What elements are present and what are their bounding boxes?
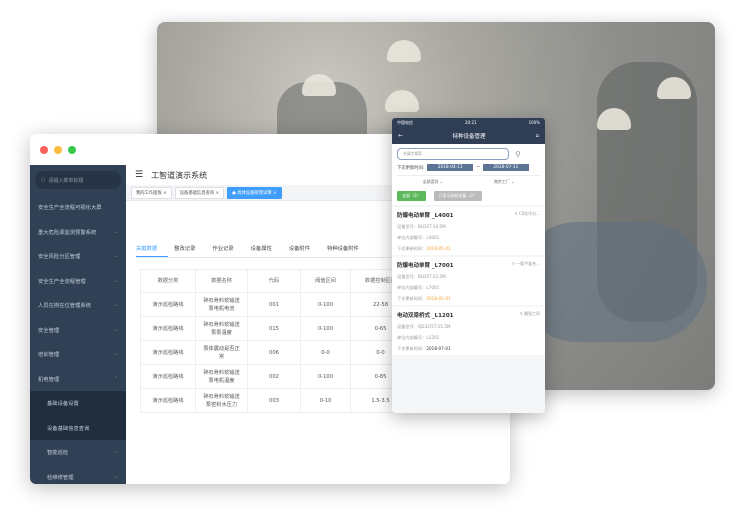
device-name: 防爆电动单臂 _L4001 xyxy=(397,213,454,219)
content-tab[interactable]: 关键数据 xyxy=(136,241,169,257)
table-cell: 002 xyxy=(247,364,301,389)
table-cell: 0-100 xyxy=(300,292,351,317)
tab-workspace[interactable]: 我的工作面板 × xyxy=(131,186,172,199)
back-icon[interactable]: ← xyxy=(398,132,403,139)
table-cell: 碎石骨料浆输送泵密封水压力 xyxy=(195,388,248,413)
date-from-input[interactable]: 2018-04-11 xyxy=(427,164,474,171)
table-row: 演示巡检路线 碎石骨料浆输送泵电机电流 001 0-100 22-58 xyxy=(140,292,411,317)
table-cell: 演示巡检路线 xyxy=(140,388,196,413)
factory-select[interactable]: 南京工厂 ⌄ xyxy=(493,179,515,184)
chevron-icon: ⌄ xyxy=(113,473,118,480)
minimize-button[interactable] xyxy=(54,145,62,154)
mobile-screen: 中国电信 20:21 100% ← 特种设备管理 ⌂ 关键字搜索 ⚲ 下次更新时间: 201… xyxy=(392,118,545,413)
table-cell: 0-10 xyxy=(300,388,351,413)
filter-all-button[interactable]: 全部（3） xyxy=(397,191,426,201)
table-row: 演示巡检路线 碎石骨料浆输送泵电机温度 002 0-100 0-85 xyxy=(140,364,411,389)
device-card[interactable]: 防爆电动单臂 _L7001 ⚲ 一楼平复合... 设备型号：BLDST-22.5M… xyxy=(392,257,545,305)
column-header: 数据名称 xyxy=(195,269,248,293)
tab-device-query[interactable]: 设备基础信息查询 × xyxy=(174,186,225,199)
table-cell: 泵体震动是否正常 xyxy=(195,340,248,365)
content-tab[interactable]: 设备附件 xyxy=(288,246,311,252)
column-header: 代码 xyxy=(247,269,301,293)
table-cell: 0-100 xyxy=(300,364,351,389)
sidebar-item[interactable]: 机电管理 ⌃ xyxy=(38,375,118,383)
title-bar xyxy=(30,134,510,165)
table-cell: 演示巡检路线 xyxy=(140,316,196,341)
search-icon: ○ xyxy=(41,177,46,183)
table-row: 演示巡检路线 碎石骨料浆输送泵泵温度 015 0-100 0-65 xyxy=(140,316,411,341)
sidebar-item[interactable]: 安全风险分区管理 ⌄ xyxy=(38,253,118,261)
location-pin-icon: ⚲ xyxy=(514,211,518,216)
sidebar-item[interactable]: 设备基础信息查询 xyxy=(30,415,126,440)
table-row: 演示巡检路线 泵体震动是否正常 006 0-0 0-0 xyxy=(140,340,411,365)
table-cell: 演示巡检路线 xyxy=(140,340,196,365)
chevron-icon: ⌄ xyxy=(113,351,118,358)
table-row: 演示巡检路线 碎石骨料浆输送泵密封水压力 003 0-10 1.5-3.5 xyxy=(140,388,411,413)
sidebar-item[interactable]: 安全生产全流程可视化大屏 xyxy=(38,205,102,212)
chevron-icon: ⌄ xyxy=(113,302,118,309)
sidebar-item[interactable]: 基础设备设置 xyxy=(30,391,126,416)
content-tab[interactable]: 整改记录 xyxy=(174,246,196,252)
table-cell: 0-0 xyxy=(300,340,351,365)
keyword-search-input[interactable]: 关键字搜索 xyxy=(397,148,509,160)
table-cell: 碎石骨料浆输送泵电机电流 xyxy=(195,292,248,317)
page-title: 工智道演示系统 xyxy=(151,170,208,180)
search-icon[interactable]: ⚲ xyxy=(515,149,521,159)
column-header: 数据分类 xyxy=(140,269,196,293)
mobile-title: 特种设备管理 xyxy=(452,133,486,140)
data-table: 数据分类 数据名称 代码 阈值区间 数据控制区间 演示巡检路线 碎石骨料浆输送泵电机电流 0… xyxy=(140,269,411,413)
maximize-button[interactable] xyxy=(68,145,76,154)
location-pin-icon: ⚲ xyxy=(519,311,523,316)
chevron-icon: ⌄ xyxy=(113,449,118,456)
content-tabs: 关键数据 整改记录 作业记录 设备属性 设备附件 特种设备附件 xyxy=(136,241,510,258)
content-tab[interactable]: 作业记录 xyxy=(212,246,234,252)
type-select[interactable]: 全部类别 ⌄ xyxy=(422,179,444,184)
chevron-icon: ⌄ xyxy=(113,277,118,284)
chevron-icon: ⌄ xyxy=(113,228,118,235)
date-to-input[interactable]: 2018-07-11 xyxy=(482,164,529,171)
device-name: 防爆电动单臂 _L7001 xyxy=(397,263,454,269)
sidebar-item[interactable]: 人员在岗在位管理系统 ⌄ xyxy=(38,302,118,310)
device-card[interactable]: 电动双梁桥式 _L1201 ⚲ 霸强工序 设备型号：QD32/5T-25.5M 单… xyxy=(392,307,545,355)
hamburger-icon[interactable]: ☰ xyxy=(135,170,144,180)
content-tab[interactable]: 设备属性 xyxy=(250,246,272,252)
table-cell: 003 xyxy=(247,388,301,413)
sidebar: ○ 请输入菜单标题 安全生产全流程可视化大屏重大危险源监测预警系统 ⌄ 安全风险分区管… xyxy=(30,165,126,484)
status-bar: 中国电信 20:21 100% xyxy=(392,118,545,127)
sidebar-item[interactable]: 安全生产全流程管理 ⌄ xyxy=(38,277,118,285)
sidebar-item[interactable]: 安全管理 ⌄ xyxy=(38,326,118,334)
sidebar-item[interactable]: 培训管理 ⌄ xyxy=(38,351,118,359)
sidebar-item[interactable]: 智能巡检 ⌄ xyxy=(47,449,118,457)
table-cell: 演示巡检路线 xyxy=(140,292,196,317)
device-card[interactable]: 防爆电动单臂 _L4001 ⚲ C0实冷分... 设备型号：BLDST-14.5M… xyxy=(392,207,545,255)
sidebar-item[interactable]: 重大危险源监测预警系统 ⌄ xyxy=(38,228,118,236)
chevron-icon: ⌄ xyxy=(113,326,118,333)
table-cell: 015 xyxy=(247,316,301,341)
location-pin-icon: ⚲ xyxy=(511,261,515,266)
chevron-icon: ⌄ xyxy=(113,253,118,260)
filter-expired-button[interactable]: 只显示临检设备（2） xyxy=(433,191,483,201)
device-name: 电动双梁桥式 _L1201 xyxy=(397,313,454,319)
table-cell: 演示巡检路线 xyxy=(140,364,196,389)
content-tab[interactable]: 特种设备附件 xyxy=(327,246,359,252)
tab-device-detail[interactable]: ● 具体设备管理详情 × xyxy=(227,186,282,199)
table-cell: 碎石骨料浆输送泵电机温度 xyxy=(195,364,248,389)
table-cell: 碎石骨料浆输送泵泵温度 xyxy=(195,316,248,341)
close-button[interactable] xyxy=(40,145,48,154)
home-icon[interactable]: ⌂ xyxy=(535,132,540,139)
column-header: 阈值区间 xyxy=(300,269,351,293)
chevron-icon: ⌃ xyxy=(113,375,118,382)
sidebar-item[interactable]: 检维修管理 ⌄ xyxy=(47,473,118,481)
table-cell: 001 xyxy=(247,292,301,317)
table-cell: 006 xyxy=(247,340,301,365)
table-cell: 0-100 xyxy=(300,316,351,341)
menu-search-input[interactable]: ○ 请输入菜单标题 xyxy=(35,171,121,189)
